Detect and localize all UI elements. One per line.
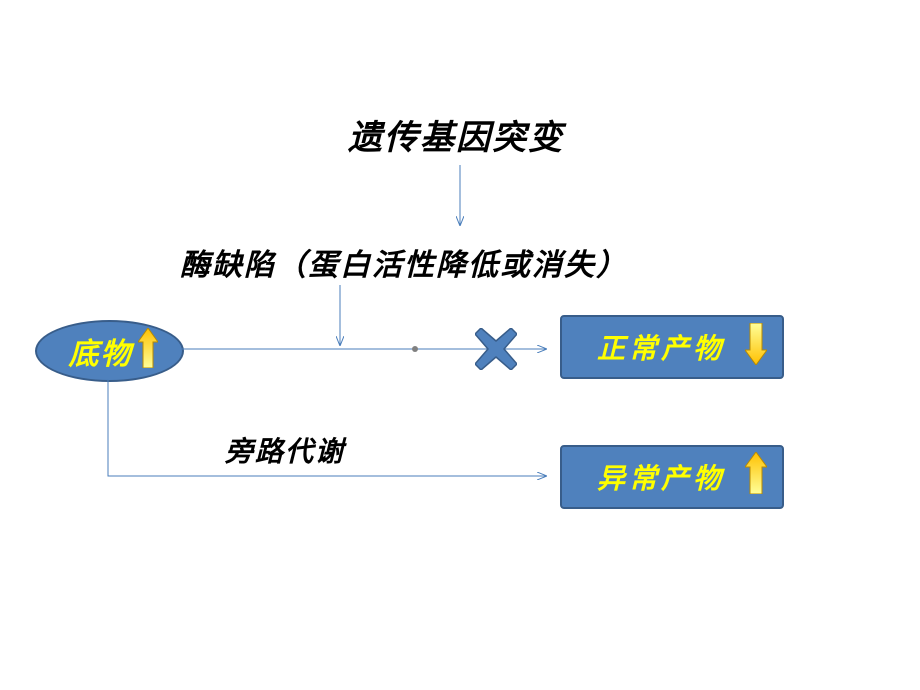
substrate-up-arrow-icon: [138, 328, 158, 368]
path-dot: [412, 346, 418, 352]
blocked-x-icon: [475, 328, 517, 370]
normal-down-arrow-icon: [745, 323, 767, 365]
abnormal-up-arrow-icon: [745, 452, 767, 494]
edge-substrate-abnormal: [108, 379, 546, 476]
